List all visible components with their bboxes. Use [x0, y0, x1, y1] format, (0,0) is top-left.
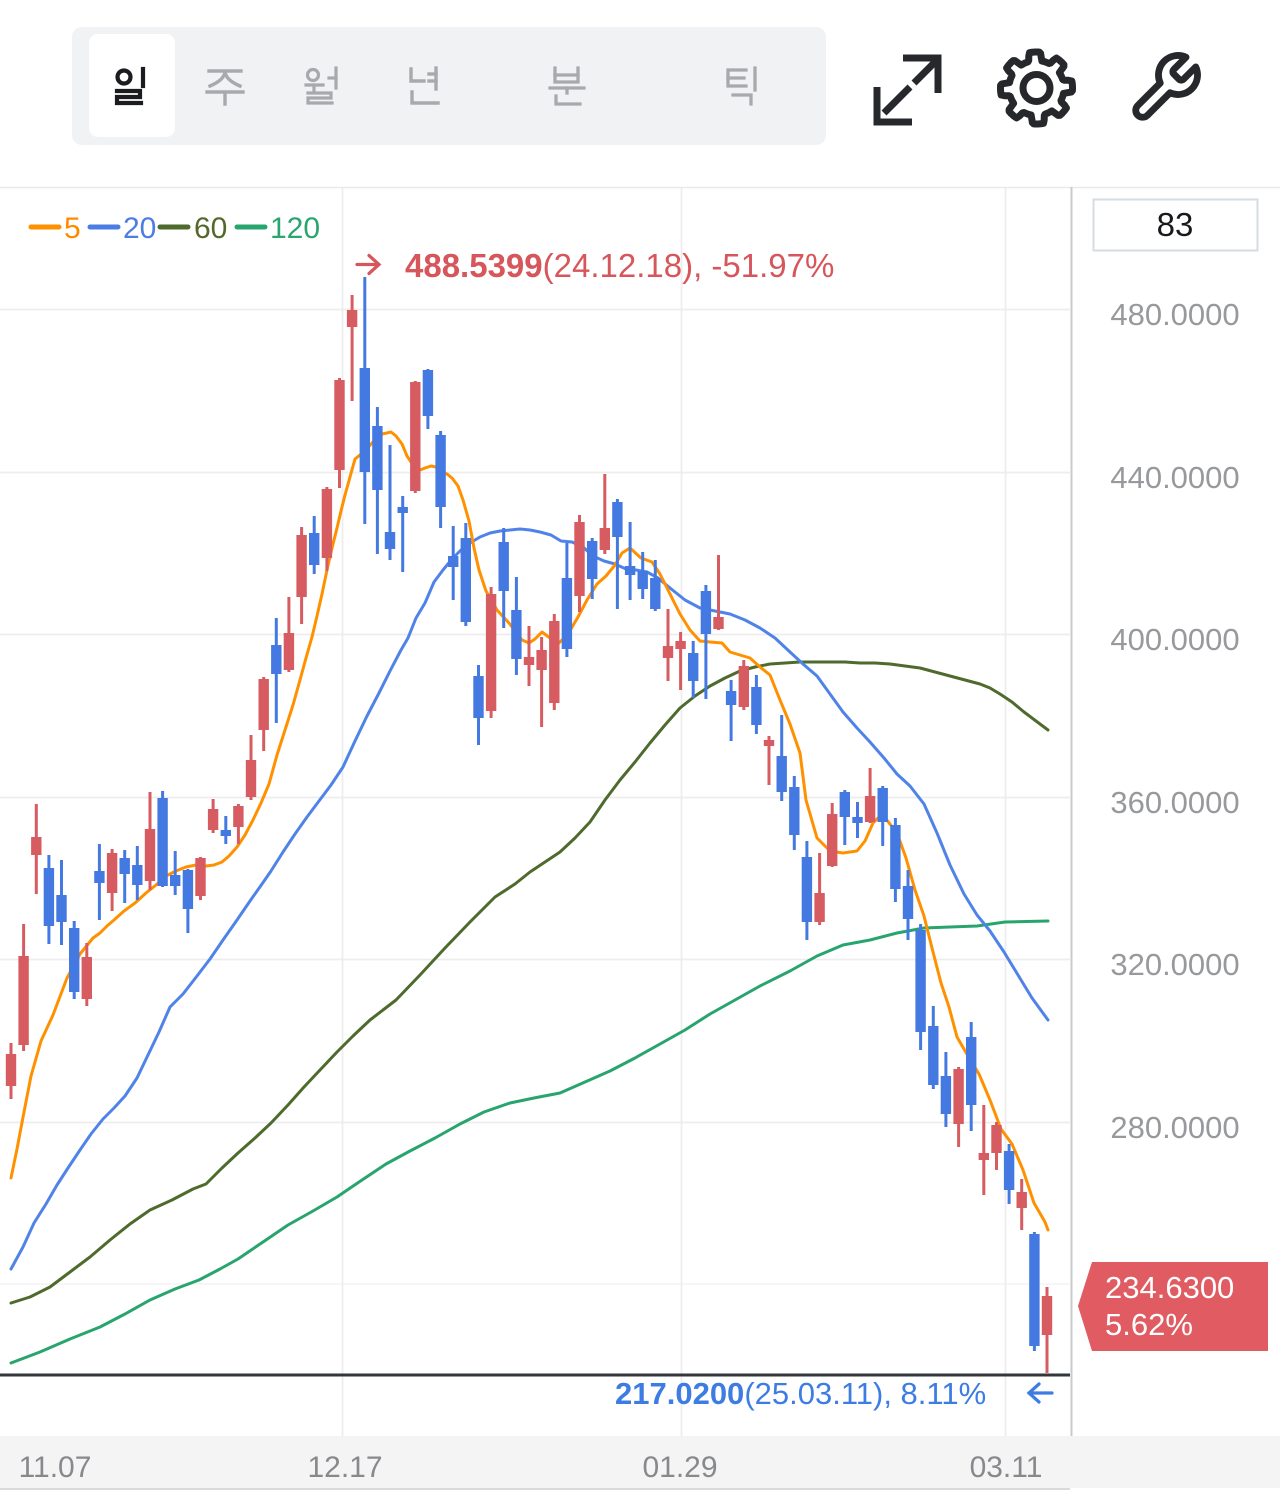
svg-text:120: 120: [270, 212, 320, 245]
svg-text:234.6300: 234.6300: [1105, 1270, 1234, 1305]
svg-text:20: 20: [123, 212, 156, 245]
svg-text:280.0000: 280.0000: [1110, 1110, 1239, 1145]
svg-text:12.17: 12.17: [307, 1451, 382, 1484]
svg-text:488.5399(24.12.18), -51.97%: 488.5399(24.12.18), -51.97%: [405, 247, 834, 284]
svg-text:11.07: 11.07: [19, 1451, 92, 1484]
svg-text:480.0000: 480.0000: [1110, 297, 1239, 332]
svg-text:5: 5: [64, 212, 81, 245]
svg-text:83: 83: [1157, 206, 1194, 243]
svg-text:03.11: 03.11: [970, 1451, 1043, 1484]
svg-text:01.29: 01.29: [642, 1451, 717, 1484]
svg-text:360.0000: 360.0000: [1110, 785, 1239, 820]
svg-text:320.0000: 320.0000: [1110, 947, 1239, 982]
svg-text:440.0000: 440.0000: [1110, 460, 1239, 495]
svg-text:60: 60: [194, 212, 227, 245]
svg-text:217.0200(25.03.11), 8.11%: 217.0200(25.03.11), 8.11%: [615, 1376, 986, 1411]
svg-text:400.0000: 400.0000: [1110, 622, 1239, 657]
svg-text:5.62%: 5.62%: [1105, 1307, 1193, 1342]
